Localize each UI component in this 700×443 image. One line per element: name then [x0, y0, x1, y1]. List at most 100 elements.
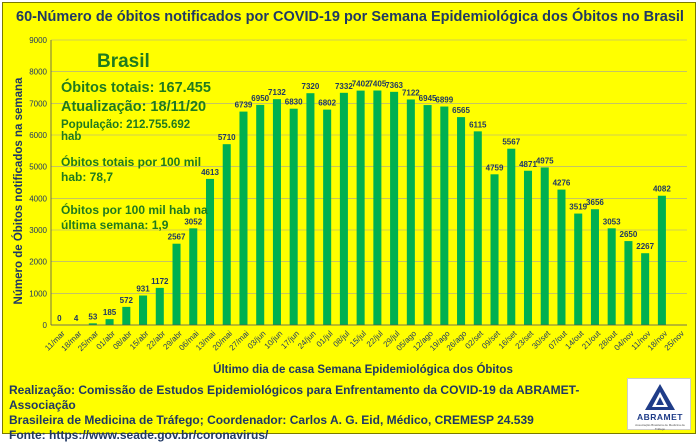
y-tick-label: 0	[43, 321, 48, 330]
bar	[574, 214, 582, 325]
footer-line-2: Brasileira de Medicina de Tráfego; Coord…	[9, 413, 609, 428]
data-label: 2567	[168, 233, 186, 242]
data-label: 572	[120, 296, 134, 305]
y-tick-label: 3000	[29, 226, 47, 235]
bar	[156, 288, 164, 325]
y-tick-label: 9000	[29, 36, 47, 45]
bar	[440, 107, 448, 325]
abramet-logo: ABRAMET Associação Brasileira de Medicin…	[627, 378, 691, 430]
data-label: 7320	[302, 82, 320, 91]
x-tick-label: 15/jul	[348, 329, 368, 349]
bar	[189, 228, 197, 325]
bar	[340, 93, 348, 325]
bar	[373, 91, 381, 325]
bar	[474, 131, 482, 325]
data-label: 185	[103, 308, 117, 317]
x-axis-label: Último dia de casa Semana Epidemiológica…	[173, 364, 553, 376]
bar	[173, 244, 181, 325]
bar	[624, 241, 632, 325]
data-label: 1172	[151, 277, 169, 286]
data-label: 6950	[251, 94, 269, 103]
x-tick-label: 24/jun	[296, 329, 318, 351]
data-label: 4975	[536, 156, 554, 165]
data-label: 3053	[603, 217, 621, 226]
bar	[122, 307, 130, 325]
data-label: 6945	[419, 94, 437, 103]
update-date: Atualização: 18/11/20	[61, 98, 211, 117]
y-tick-label: 8000	[29, 68, 47, 77]
bar	[390, 92, 398, 325]
data-label: 53	[88, 312, 97, 321]
data-label: 7332	[335, 82, 353, 91]
data-label: 4	[74, 314, 79, 323]
bar	[424, 105, 432, 325]
data-label: 6739	[235, 101, 253, 110]
data-label: 7405	[368, 80, 386, 89]
y-tick-label: 1000	[29, 289, 47, 298]
bar	[524, 171, 532, 325]
data-label: 4871	[519, 160, 537, 169]
bar	[323, 110, 331, 325]
bar	[658, 196, 666, 325]
data-label: 931	[136, 285, 150, 294]
y-tick-label: 6000	[29, 131, 47, 140]
bar	[139, 296, 147, 325]
bar	[239, 112, 247, 325]
bar	[290, 109, 298, 325]
bar	[407, 99, 415, 325]
deaths-per-100k-last-week: Óbitos por 100 mil hab na última semana:…	[61, 203, 211, 233]
data-label: 6830	[285, 98, 303, 107]
data-label: 7363	[385, 81, 403, 90]
data-label: 6802	[318, 99, 336, 108]
bar	[541, 167, 549, 325]
bar	[491, 174, 499, 325]
logo-subtitle: Associação Brasileira de Medicina de Trá…	[630, 423, 690, 431]
data-label: 5710	[218, 133, 236, 142]
bar	[457, 117, 465, 325]
data-label: 6565	[452, 106, 470, 115]
data-label: 4276	[553, 179, 571, 188]
footer-line-3: Fonte: https://www.seade.gov.br/coronavi…	[9, 428, 609, 443]
bar	[641, 253, 649, 325]
data-label: 7132	[268, 88, 286, 97]
data-label: 7122	[402, 88, 420, 97]
bar	[357, 91, 365, 325]
y-tick-label: 4000	[29, 194, 47, 203]
bar	[306, 93, 314, 325]
footer-credits: Realização: Comissão de Estudos Epidemio…	[9, 383, 609, 443]
bar	[507, 149, 515, 325]
country-name: Brasil	[97, 51, 211, 73]
data-label: 6115	[469, 120, 487, 129]
bar	[591, 209, 599, 325]
x-tick-label: 22/jul	[365, 329, 385, 349]
bar	[557, 190, 565, 325]
info-panel: Brasil Óbitos totais: 167.455 Atualizaçã…	[61, 51, 211, 233]
total-deaths: Óbitos totais: 167.455	[61, 79, 211, 98]
data-label: 3519	[569, 203, 587, 212]
bar	[223, 144, 231, 325]
data-label: 2650	[620, 230, 638, 239]
deaths-per-100k: Óbitos totais por 100 mil hab: 78,7	[61, 155, 211, 185]
logo-name: ABRAMET	[628, 412, 692, 422]
bar	[106, 319, 114, 325]
bar	[256, 105, 264, 325]
data-label: 0	[57, 314, 62, 323]
data-label: 5567	[502, 138, 520, 147]
data-label: 7402	[352, 80, 370, 89]
footer-line-1: Realização: Comissão de Estudos Epidemio…	[9, 383, 609, 413]
data-label: 4082	[653, 185, 671, 194]
data-label: 3656	[586, 198, 604, 207]
y-tick-label: 2000	[29, 258, 47, 267]
chart-frame: 60-Número de óbitos notificados por COVI…	[2, 2, 696, 434]
population: População: 212.755.692 hab	[61, 119, 211, 143]
x-tick-label: 01/jul	[315, 329, 335, 349]
data-label: 4759	[486, 163, 504, 172]
y-tick-label: 5000	[29, 163, 47, 172]
y-tick-label: 7000	[29, 99, 47, 108]
bar	[608, 228, 616, 325]
x-tick-label: 08/jul	[331, 329, 351, 349]
bar	[273, 99, 281, 325]
data-label: 2267	[636, 242, 654, 251]
data-label: 6899	[435, 96, 453, 105]
logo-icon	[644, 383, 676, 411]
